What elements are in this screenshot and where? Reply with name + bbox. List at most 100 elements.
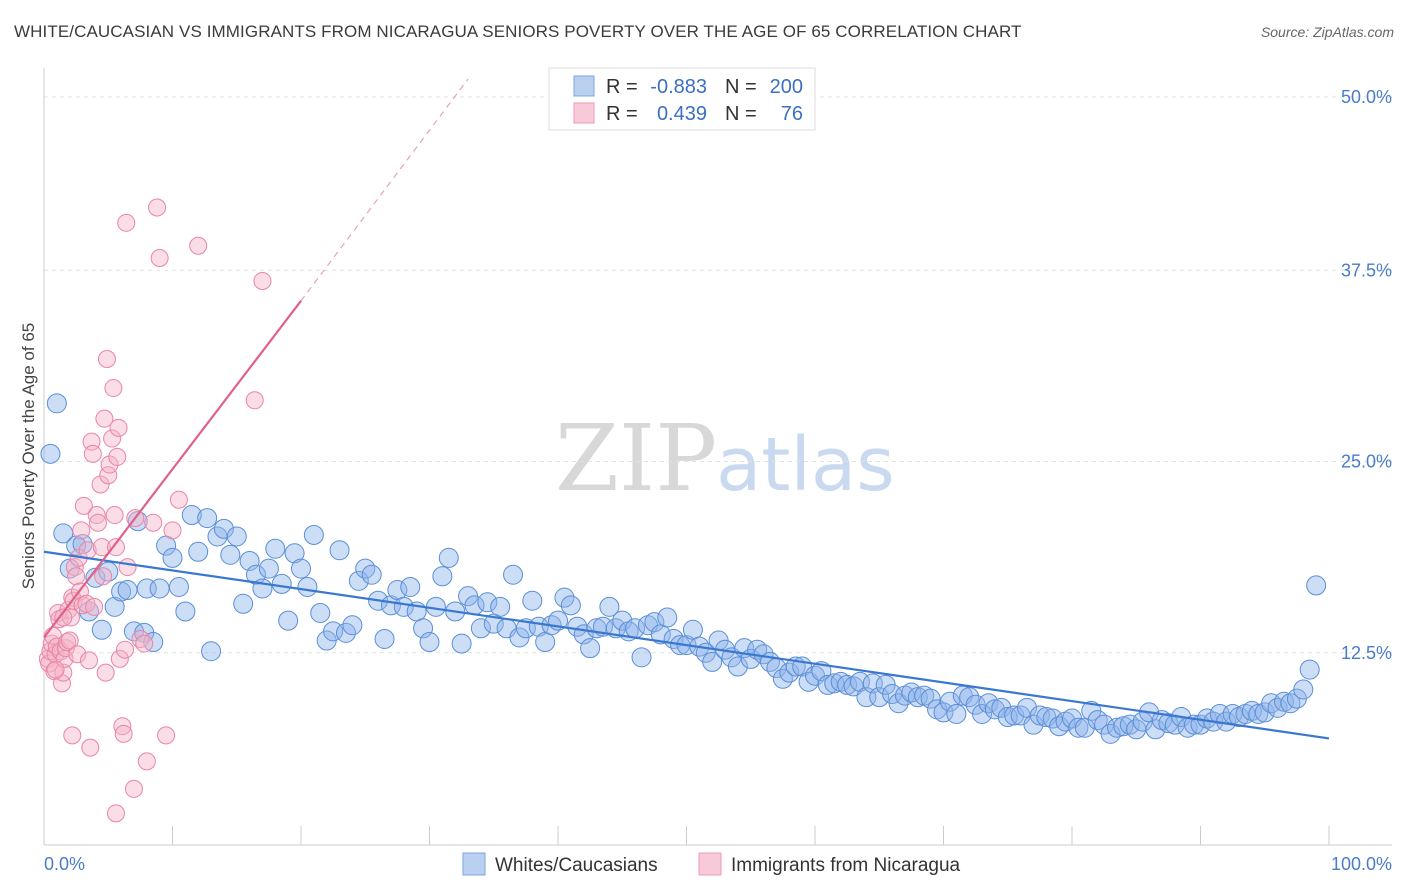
whites-point-42 bbox=[303, 524, 324, 545]
whites-point-127 bbox=[849, 671, 870, 692]
nicaragua-point-21 bbox=[65, 558, 84, 577]
whites-point-50 bbox=[355, 558, 376, 579]
nicaragua-point-64 bbox=[150, 249, 169, 268]
whites-point-23 bbox=[181, 505, 202, 526]
nicaragua-point-66 bbox=[163, 521, 182, 540]
whites-point-141 bbox=[939, 691, 960, 712]
nicaragua-point-32 bbox=[81, 738, 100, 757]
nicaragua-point-23 bbox=[68, 645, 87, 664]
nicaragua-point-49 bbox=[106, 538, 125, 557]
nicaragua-point-36 bbox=[87, 506, 106, 525]
whites-point-175 bbox=[1158, 713, 1179, 734]
nicaragua-point-37 bbox=[88, 513, 107, 532]
whites-point-8 bbox=[91, 619, 112, 640]
whites-point-0 bbox=[40, 443, 61, 464]
y-axis-title: Seniors Poverty Over the Age of 65 bbox=[19, 323, 38, 589]
legend-swatch-whites bbox=[573, 75, 595, 97]
nicaragua-point-63 bbox=[148, 198, 167, 217]
whites-point-65 bbox=[451, 633, 472, 654]
watermark-atlas: atlas bbox=[716, 422, 895, 508]
whites-point-24 bbox=[188, 541, 209, 562]
legend-n-label-1: N = bbox=[725, 103, 757, 125]
whites-point-49 bbox=[348, 570, 369, 591]
whites-point-90 bbox=[612, 610, 633, 631]
nicaragua-point-22 bbox=[67, 567, 86, 586]
whites-point-46 bbox=[329, 540, 350, 561]
nicaragua-point-45 bbox=[100, 455, 119, 474]
nicaragua-point-6 bbox=[46, 645, 65, 664]
gridlines bbox=[44, 96, 1392, 654]
nicaragua-point-72 bbox=[245, 391, 264, 410]
whites-point-148 bbox=[984, 699, 1005, 720]
whites-point-2 bbox=[53, 523, 74, 544]
source-label: Source: ZipAtlas.com bbox=[1260, 24, 1394, 40]
nicaragua-point-73 bbox=[253, 271, 272, 290]
whites-point-119 bbox=[798, 671, 819, 692]
whites-point-68 bbox=[470, 618, 491, 639]
nicaragua-point-68 bbox=[189, 236, 208, 255]
whites-point-40 bbox=[291, 558, 311, 579]
whites-point-125 bbox=[837, 674, 858, 695]
whites-point-41 bbox=[297, 576, 318, 597]
whites-point-31 bbox=[233, 593, 254, 614]
bottom-legend-label-whites: Whites/Caucasians bbox=[495, 855, 658, 876]
whites-point-22 bbox=[175, 601, 196, 622]
y-tick-label-2: 37.5% bbox=[1341, 260, 1392, 280]
whites-point-97 bbox=[657, 607, 678, 628]
whites-point-189 bbox=[1248, 703, 1269, 724]
whites-point-69 bbox=[477, 592, 498, 613]
whites-point-5 bbox=[72, 534, 93, 555]
whites-point-196 bbox=[1293, 679, 1314, 700]
whites-point-123 bbox=[824, 673, 845, 694]
whites-point-147 bbox=[978, 693, 999, 714]
nicaragua-point-35 bbox=[85, 597, 104, 616]
whites-point-48 bbox=[342, 615, 363, 636]
nicaragua-point-67 bbox=[169, 490, 188, 509]
nicaragua-point-34 bbox=[83, 444, 102, 463]
nicaragua-point-50 bbox=[108, 447, 127, 466]
chart-title: WHITE/CAUCASIAN VS IMMIGRANTS FROM NICAR… bbox=[14, 22, 1022, 41]
nicaragua-point-31 bbox=[79, 651, 98, 670]
legend-r-label-0: R = bbox=[606, 76, 638, 98]
whites-point-130 bbox=[869, 687, 890, 708]
whites-point-60 bbox=[419, 632, 440, 653]
whites-point-4 bbox=[66, 535, 87, 556]
whites-point-101 bbox=[682, 619, 703, 640]
whites-point-29 bbox=[220, 544, 241, 565]
whites-point-11 bbox=[111, 581, 132, 602]
nicaragua-point-70 bbox=[106, 804, 125, 823]
whites-point-151 bbox=[1004, 705, 1025, 726]
nicaragua-point-56 bbox=[117, 213, 136, 232]
whites-point-73 bbox=[503, 564, 524, 585]
y-tick-label-0: 12.5% bbox=[1341, 643, 1392, 663]
whites-point-115 bbox=[772, 668, 793, 689]
trend-line-extension-1 bbox=[300, 78, 469, 302]
whites-point-43 bbox=[310, 602, 331, 623]
series-nicaragua-points bbox=[38, 198, 272, 823]
nicaragua-point-40 bbox=[94, 567, 113, 586]
bottom-legend: Whites/Caucasians Immigrants from Nicara… bbox=[462, 852, 961, 876]
nicaragua-point-46 bbox=[103, 429, 122, 448]
whites-point-18 bbox=[149, 578, 170, 599]
whites-point-95 bbox=[644, 612, 665, 633]
nicaragua-point-52 bbox=[110, 649, 129, 668]
nicaragua-point-42 bbox=[96, 663, 115, 682]
whites-point-45 bbox=[323, 621, 344, 642]
whites-point-168 bbox=[1113, 716, 1134, 737]
whites-point-161 bbox=[1068, 717, 1089, 738]
whites-point-197 bbox=[1299, 659, 1320, 680]
nicaragua-point-39 bbox=[92, 538, 111, 557]
nicaragua-point-48 bbox=[105, 506, 124, 525]
bottom-legend-label-nicaragua: Immigrants from Nicaragua bbox=[731, 855, 961, 876]
legend-n-value-1: 76 bbox=[781, 103, 803, 125]
whites-point-192 bbox=[1267, 697, 1288, 718]
whites-point-104 bbox=[702, 651, 723, 672]
whites-point-35 bbox=[258, 558, 279, 579]
nicaragua-point-61 bbox=[137, 752, 156, 771]
whites-point-63 bbox=[438, 547, 459, 568]
whites-point-155 bbox=[1029, 705, 1050, 726]
whites-point-20 bbox=[162, 547, 183, 568]
whites-point-51 bbox=[361, 564, 382, 585]
whites-point-198 bbox=[1306, 575, 1327, 596]
